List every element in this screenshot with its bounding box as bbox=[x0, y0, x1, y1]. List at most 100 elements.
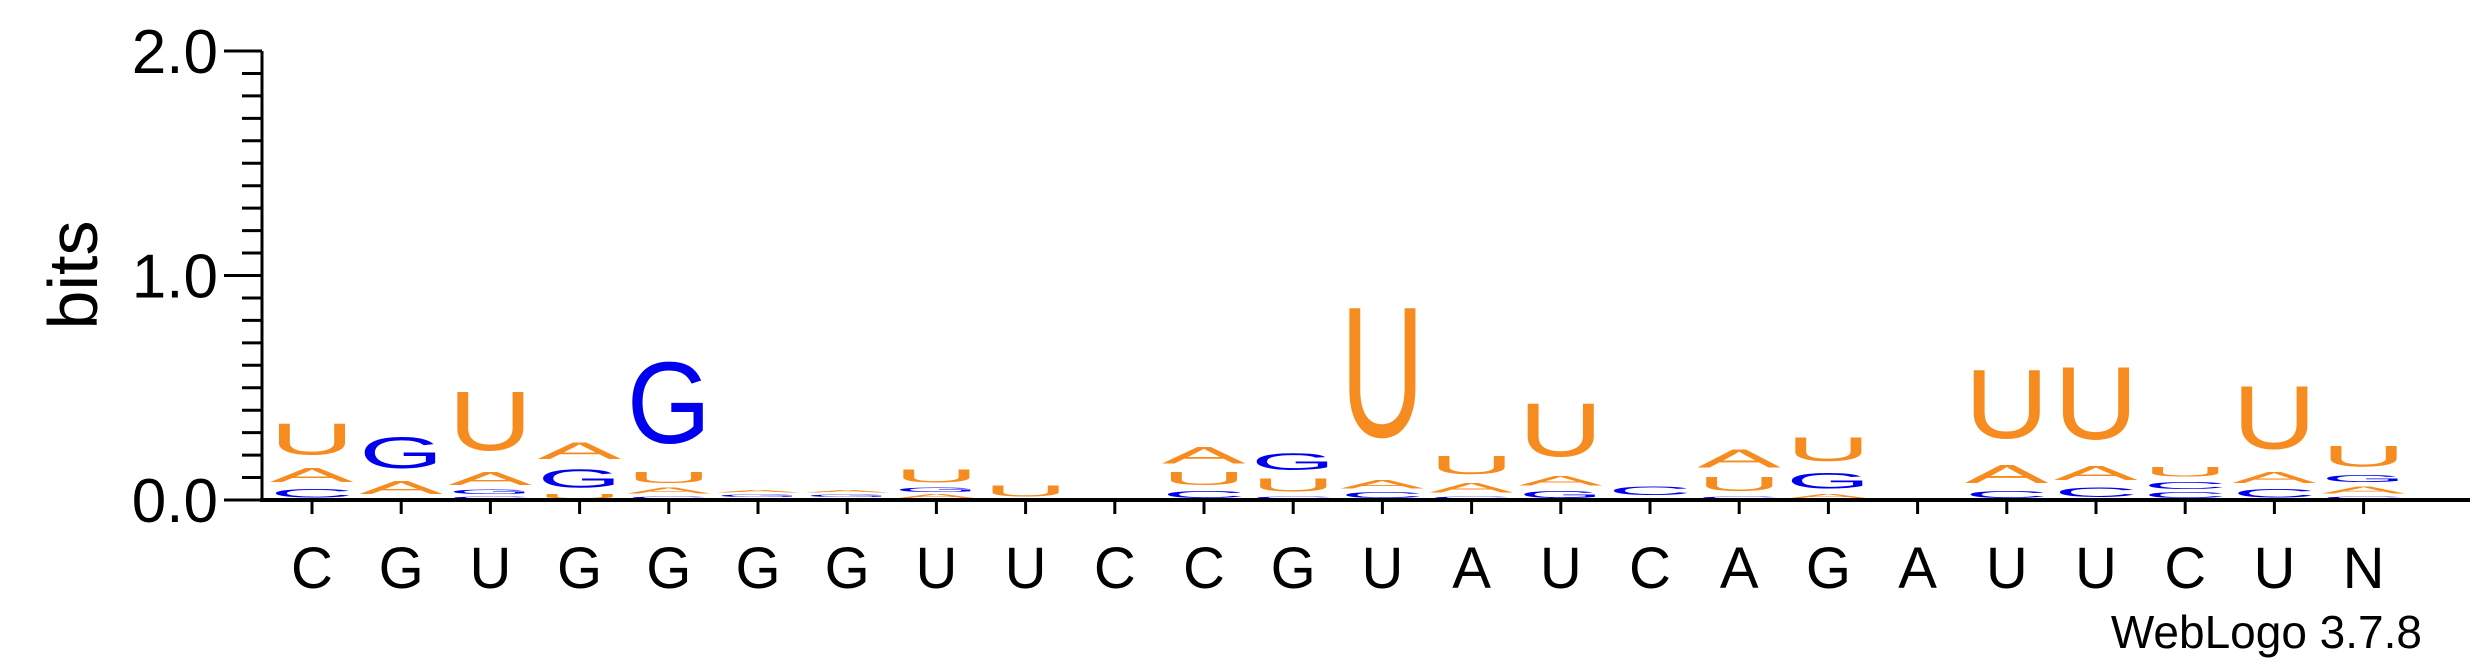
logo-letter-U: U bbox=[1340, 267, 1424, 476]
letter-glyph: A bbox=[270, 464, 354, 486]
letter-glyph: A bbox=[1519, 473, 1603, 489]
logo-letter-G: G bbox=[2322, 473, 2406, 484]
letter-glyph: G bbox=[805, 493, 889, 497]
y-tick-label: 1.0 bbox=[132, 243, 218, 312]
logo-letter-A: A bbox=[270, 464, 354, 486]
letter-glyph: C bbox=[1965, 489, 2049, 500]
logo-letter-U: U bbox=[1519, 387, 1603, 472]
letter-glyph: C bbox=[2322, 496, 2406, 500]
y-tick-label: 0.0 bbox=[132, 467, 218, 536]
letter-glyph: U bbox=[1340, 267, 1424, 476]
letter-glyph: A bbox=[2054, 462, 2138, 484]
letter-glyph: U bbox=[2143, 464, 2227, 480]
x-tick-label: U bbox=[1540, 536, 1582, 601]
logo-letter-G: G bbox=[359, 428, 443, 477]
letter-glyph: A bbox=[538, 437, 623, 464]
logo-letter-U: U bbox=[984, 482, 1068, 500]
letter-glyph: G bbox=[1251, 448, 1335, 475]
letter-glyph: A bbox=[1786, 493, 1871, 500]
logo-letter-C: C bbox=[2322, 496, 2406, 500]
logo-letter-U: U bbox=[2054, 345, 2138, 461]
logo-letter-C: C bbox=[1965, 489, 2049, 500]
logo-letter-A: A bbox=[538, 437, 623, 464]
x-tick-label: G bbox=[1271, 536, 1316, 601]
logo-letter-C: C bbox=[627, 496, 711, 500]
letter-glyph: A bbox=[1965, 460, 2049, 489]
letter-glyph: U bbox=[1251, 475, 1335, 495]
logo-letter-C: C bbox=[1162, 489, 1246, 500]
x-tick-label: A bbox=[1720, 536, 1759, 601]
letter-glyph: G bbox=[894, 487, 978, 494]
letter-glyph: C bbox=[2232, 486, 2316, 500]
logo-letter-G: G bbox=[538, 464, 622, 493]
logo-letter-C: C bbox=[448, 496, 532, 500]
x-tick-label: U bbox=[469, 536, 511, 601]
logo-letter-A: A bbox=[1519, 473, 1603, 489]
logo-letter-A: A bbox=[1786, 493, 1871, 500]
letter-glyph: C bbox=[2143, 480, 2227, 491]
x-tick-label: C bbox=[1094, 536, 1136, 601]
letter-glyph: U bbox=[2322, 439, 2406, 473]
letter-glyph: A bbox=[448, 468, 532, 488]
logo-letter-A: A bbox=[894, 493, 979, 500]
letter-glyph: G bbox=[538, 464, 622, 493]
logo-letter-A: A bbox=[448, 468, 532, 488]
logo-letter-C: C bbox=[1251, 496, 1335, 500]
letter-glyph: G bbox=[359, 428, 443, 477]
logo-letter-G: G bbox=[627, 337, 711, 468]
logo-letter-U: U bbox=[627, 469, 711, 487]
logo-letter-G: G bbox=[1251, 448, 1335, 475]
logo-letter-U: U bbox=[1430, 451, 1514, 480]
logo-letter-A: A bbox=[1340, 477, 1424, 491]
letter-glyph: G bbox=[1519, 489, 1603, 500]
letter-glyph: U bbox=[448, 374, 532, 469]
letter-glyph: C bbox=[448, 496, 532, 500]
letter-glyph: U bbox=[1162, 469, 1246, 489]
letter-glyph: A bbox=[2322, 484, 2407, 495]
logo-letter-A: A bbox=[627, 487, 712, 496]
letter-stacks: CAUCAGCGAUUGACAUGCGACGAAGUUCUACUGCAUCAUG… bbox=[270, 267, 2406, 500]
letter-glyph: U bbox=[270, 414, 354, 464]
x-tick-label: U bbox=[2075, 536, 2117, 601]
logo-letter-U: U bbox=[538, 493, 622, 500]
letter-glyph: A bbox=[1430, 480, 1514, 496]
letter-glyph: G bbox=[448, 489, 532, 496]
logo-letter-C: C bbox=[1697, 496, 1781, 500]
logo-letter-G: G bbox=[448, 489, 532, 496]
logo-letter-U: U bbox=[270, 414, 354, 464]
y-axis-label: bits bbox=[34, 221, 112, 330]
letter-glyph: U bbox=[2232, 368, 2316, 469]
logo-letter-U: U bbox=[1786, 430, 1870, 468]
letter-glyph: A bbox=[2232, 468, 2316, 486]
letter-glyph: U bbox=[984, 482, 1068, 500]
letter-glyph: G bbox=[627, 337, 711, 468]
x-tick-label: G bbox=[379, 536, 424, 601]
letter-glyph: A bbox=[716, 489, 800, 493]
logo-letter-C: C bbox=[2054, 484, 2138, 500]
letter-glyph: C bbox=[1608, 484, 1692, 498]
x-tick-label: G bbox=[557, 536, 602, 601]
logo-letter-U: U bbox=[2232, 368, 2316, 469]
y-axis: 0.0 1.0 2.0 bbox=[132, 18, 264, 536]
letter-glyph: G bbox=[2322, 473, 2406, 484]
logo-letter-G: G bbox=[894, 487, 978, 494]
letter-glyph: G bbox=[716, 493, 800, 497]
x-tick-label: G bbox=[735, 536, 780, 601]
logo-letter-A: A bbox=[805, 489, 889, 493]
letter-glyph: A bbox=[627, 487, 712, 496]
logo-letter-G: G bbox=[1519, 489, 1603, 500]
letter-glyph: U bbox=[1697, 473, 1781, 496]
letter-glyph: U bbox=[1430, 451, 1514, 480]
letter-glyph: A bbox=[805, 489, 889, 493]
logo-letter-U: U bbox=[1697, 473, 1781, 496]
letter-glyph: U bbox=[2054, 345, 2138, 461]
x-tick-label: G bbox=[1806, 536, 1851, 601]
letter-glyph: A bbox=[1162, 442, 1247, 469]
x-tick-label: U bbox=[1005, 536, 1047, 601]
x-tick-label: N bbox=[2343, 536, 2385, 601]
logo-letter-U: U bbox=[894, 466, 978, 486]
logo-letter-A: A bbox=[359, 477, 443, 497]
letter-glyph: A bbox=[1340, 477, 1424, 491]
